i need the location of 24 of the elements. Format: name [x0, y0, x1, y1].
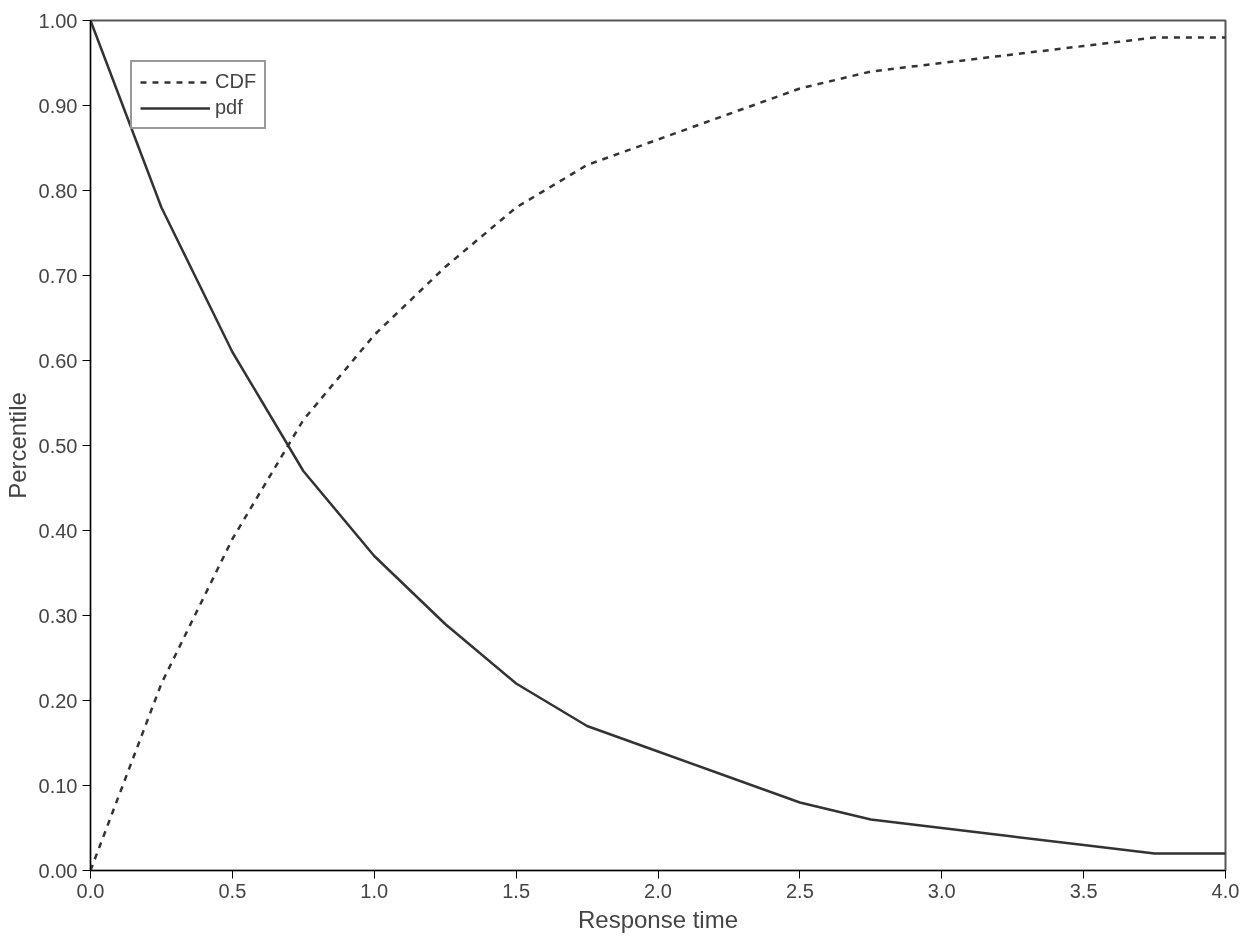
y-tick-label: 0.90 — [38, 94, 78, 117]
y-tick-label: 1.00 — [38, 9, 78, 32]
x-tick-label: 1.5 — [502, 879, 531, 902]
y-axis-title: Percentile — [3, 392, 31, 499]
y-tick-label: 0.40 — [38, 519, 78, 542]
x-tick-label: 0.5 — [218, 879, 247, 902]
y-tick-label: 0.60 — [38, 349, 78, 372]
y-tick-label: 0.20 — [38, 689, 78, 712]
y-tick-label: 0.30 — [38, 604, 78, 627]
y-tick-label: 0.80 — [38, 179, 78, 202]
legend-label: pdf — [215, 96, 243, 119]
y-tick-label: 0.00 — [38, 859, 78, 882]
legend-label: CDF — [215, 70, 257, 93]
y-tick-label: 0.70 — [38, 264, 78, 287]
x-tick-label: 1.0 — [360, 879, 389, 902]
x-tick-label: 3.0 — [927, 879, 956, 902]
x-tick-label: 0.0 — [76, 879, 105, 902]
y-tick-label: 0.50 — [38, 434, 78, 457]
x-axis-title: Response time — [577, 905, 739, 933]
x-tick-label: 2.5 — [785, 879, 814, 902]
x-tick-label: 4.0 — [1211, 879, 1240, 902]
y-tick-label: 0.10 — [38, 774, 78, 797]
x-tick-label: 3.5 — [1069, 879, 1098, 902]
x-tick-label: 2.0 — [644, 879, 672, 902]
